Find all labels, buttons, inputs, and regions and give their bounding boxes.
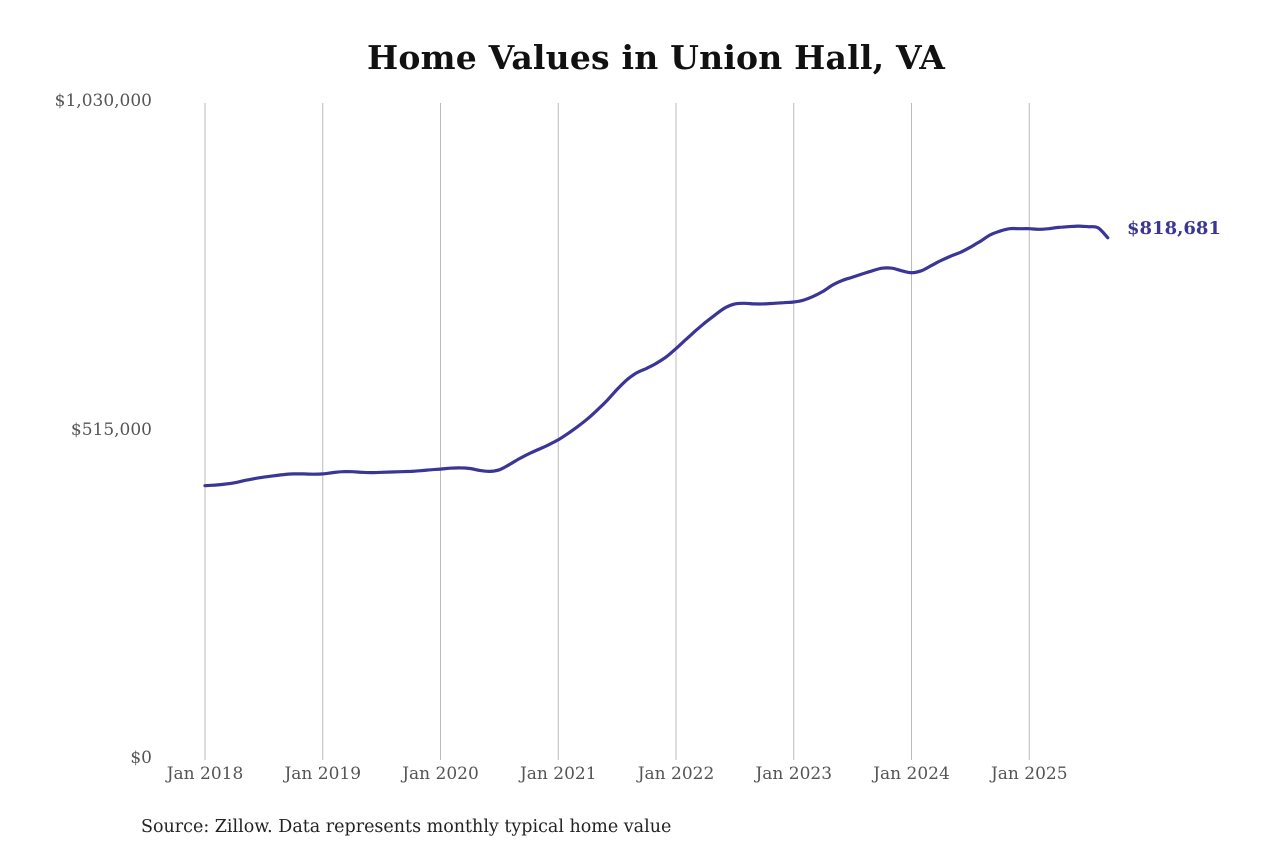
x-tick-label: Jan 2024 bbox=[873, 764, 950, 784]
source-note: Source: Zillow. Data represents monthly … bbox=[141, 817, 672, 837]
chart-title: Home Values in Union Hall, VA bbox=[366, 38, 945, 77]
y-tick-label: $0 bbox=[130, 748, 152, 768]
x-tick-label: Jan 2018 bbox=[166, 764, 244, 784]
vertical-gridlines bbox=[204, 103, 1030, 760]
x-tick-label: Jan 2022 bbox=[637, 764, 715, 784]
x-tick-label: Jan 2025 bbox=[990, 764, 1068, 784]
latest-value-label: $818,681 bbox=[1127, 218, 1221, 239]
y-tick-label: $1,030,000 bbox=[54, 91, 152, 111]
x-tick-label: Jan 2019 bbox=[284, 764, 362, 784]
home-value-line bbox=[203, 224, 1110, 488]
x-tick-label: Jan 2021 bbox=[519, 764, 597, 784]
y-tick-label: $515,000 bbox=[70, 419, 152, 440]
x-tick-label: Jan 2020 bbox=[402, 764, 479, 784]
x-tick-label: Jan 2023 bbox=[755, 764, 833, 784]
